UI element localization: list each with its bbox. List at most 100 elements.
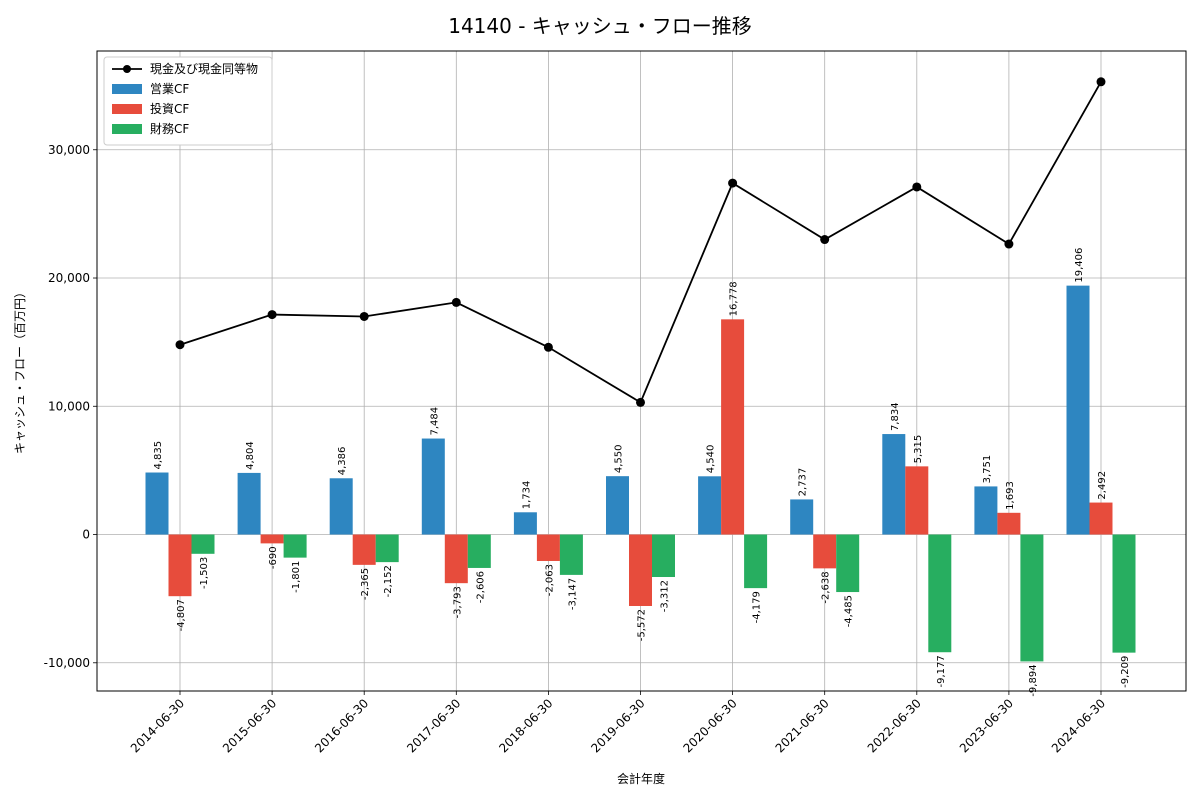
- x-tick-label: 2016-06-30: [312, 696, 371, 755]
- bar-data-label: 1,693: [1005, 481, 1016, 510]
- bar: [836, 534, 860, 593]
- bar: [260, 534, 284, 544]
- bar-data-label: -2,063: [544, 564, 555, 596]
- cash-point: [359, 311, 369, 321]
- bar-data-label: 3,751: [982, 455, 993, 484]
- bar: [283, 534, 307, 558]
- legend-box: [103, 56, 273, 146]
- bar-data-label: -4,179: [752, 591, 763, 623]
- bar: [629, 534, 652, 606]
- bar: [237, 472, 261, 535]
- bar-data-label: 4,550: [614, 445, 625, 474]
- cash-point: [267, 310, 277, 320]
- legend-marker: [123, 65, 131, 73]
- bar-data-label: -9,209: [1120, 656, 1131, 688]
- y-tick-label: 10,000: [48, 399, 90, 413]
- legend-bar-swatch: [112, 124, 142, 134]
- bar: [721, 319, 745, 535]
- legend-label: 財務CF: [150, 121, 189, 136]
- plot-area: -10,000 0 10,000 20,000 30,000 2014-06-30 2015…: [44, 50, 1187, 755]
- bar: [882, 434, 906, 535]
- legend-bar-swatch: [112, 104, 142, 114]
- bar-data-label: -3,312: [660, 580, 671, 612]
- legend-label: 現金及び現金同等物: [150, 61, 258, 76]
- y-tick-label: 0: [82, 528, 90, 542]
- bar: [191, 534, 215, 554]
- legend-label: 投資CF: [150, 101, 189, 116]
- bar: [467, 534, 491, 568]
- x-tick-label: 2023-06-30: [957, 696, 1016, 755]
- bar: [1066, 285, 1090, 535]
- cash-point: [636, 397, 645, 407]
- cash-point: [451, 297, 461, 307]
- bar-data-label: 4,804: [245, 441, 256, 470]
- bar-data-label: -2,606: [475, 571, 486, 603]
- bar-data-label: 4,386: [337, 447, 348, 476]
- bar-data-label: 19,406: [1074, 248, 1085, 283]
- legend-label: 営業CF: [150, 82, 189, 96]
- bar: [444, 534, 468, 584]
- x-tick-label: 2017-06-30: [404, 696, 463, 755]
- bar: [905, 466, 929, 535]
- bar: [813, 534, 837, 569]
- bar-data-label: -3,147: [567, 578, 578, 610]
- bar-data-label: 7,484: [429, 407, 440, 436]
- bar-data-label: -4,485: [844, 595, 855, 627]
- bar-data-label: -4,807: [176, 599, 187, 631]
- bar-data-label: -9,177: [936, 655, 947, 687]
- bar: [352, 534, 376, 565]
- legend-bar-swatch: [112, 84, 142, 94]
- y-tick-label: 30,000: [48, 143, 90, 157]
- bar: [790, 499, 814, 535]
- bar: [168, 534, 192, 597]
- bar: [1089, 502, 1113, 535]
- bar: [1112, 534, 1136, 653]
- bar: [997, 512, 1021, 535]
- bar-data-label: -2,638: [821, 571, 832, 603]
- x-tick-label: 2014-06-30: [128, 696, 187, 755]
- bar-data-label: 4,835: [153, 441, 164, 470]
- bar: [744, 534, 768, 589]
- x-tick-label: 2018-06-30: [496, 696, 555, 755]
- bar-data-label: -1,503: [199, 557, 210, 589]
- cash-point: [728, 178, 738, 188]
- cash-point: [175, 340, 185, 350]
- bar: [606, 476, 629, 535]
- bar-data-label: -3,793: [452, 586, 463, 618]
- bar: [513, 512, 537, 535]
- cash-point: [1004, 239, 1014, 249]
- bar-data-label: 7,834: [890, 402, 901, 431]
- bar-data-label: 2,492: [1097, 471, 1108, 500]
- x-axis-label: 会計年度: [617, 771, 665, 786]
- bar: [698, 476, 722, 535]
- bar-data-label: -2,152: [383, 565, 394, 597]
- bar-data-label: -2,365: [360, 568, 371, 600]
- y-tick-label: 20,000: [48, 271, 90, 285]
- cash-point: [543, 342, 553, 352]
- bar-data-label: 1,734: [521, 481, 532, 510]
- bar: [974, 486, 998, 535]
- bar: [1020, 534, 1044, 662]
- plot-frame: [96, 50, 1187, 692]
- bar: [145, 472, 169, 535]
- chart-title: 14140 - キャッシュ・フロー推移: [448, 14, 752, 38]
- bar: [559, 534, 583, 575]
- bar-data-label: -5,572: [637, 609, 648, 641]
- x-tick-label: 2019-06-30: [588, 696, 647, 755]
- bar: [928, 534, 952, 653]
- bar: [375, 534, 399, 563]
- bar-data-label: -9,894: [1028, 664, 1039, 696]
- cash-point: [1096, 77, 1106, 87]
- cash-point: [820, 235, 830, 245]
- bar-data-label: -1,801: [291, 561, 302, 593]
- x-tick-label: 2024-06-30: [1049, 696, 1108, 755]
- y-axis-label: キャッシュ・フロー（百万円）: [13, 286, 27, 454]
- cash-point: [912, 182, 922, 192]
- y-tick-label: -10,000: [44, 656, 90, 670]
- bar-data-label: 16,778: [729, 281, 740, 316]
- bar-data-label: -690: [268, 546, 279, 569]
- x-tick-label: 2015-06-30: [220, 696, 279, 755]
